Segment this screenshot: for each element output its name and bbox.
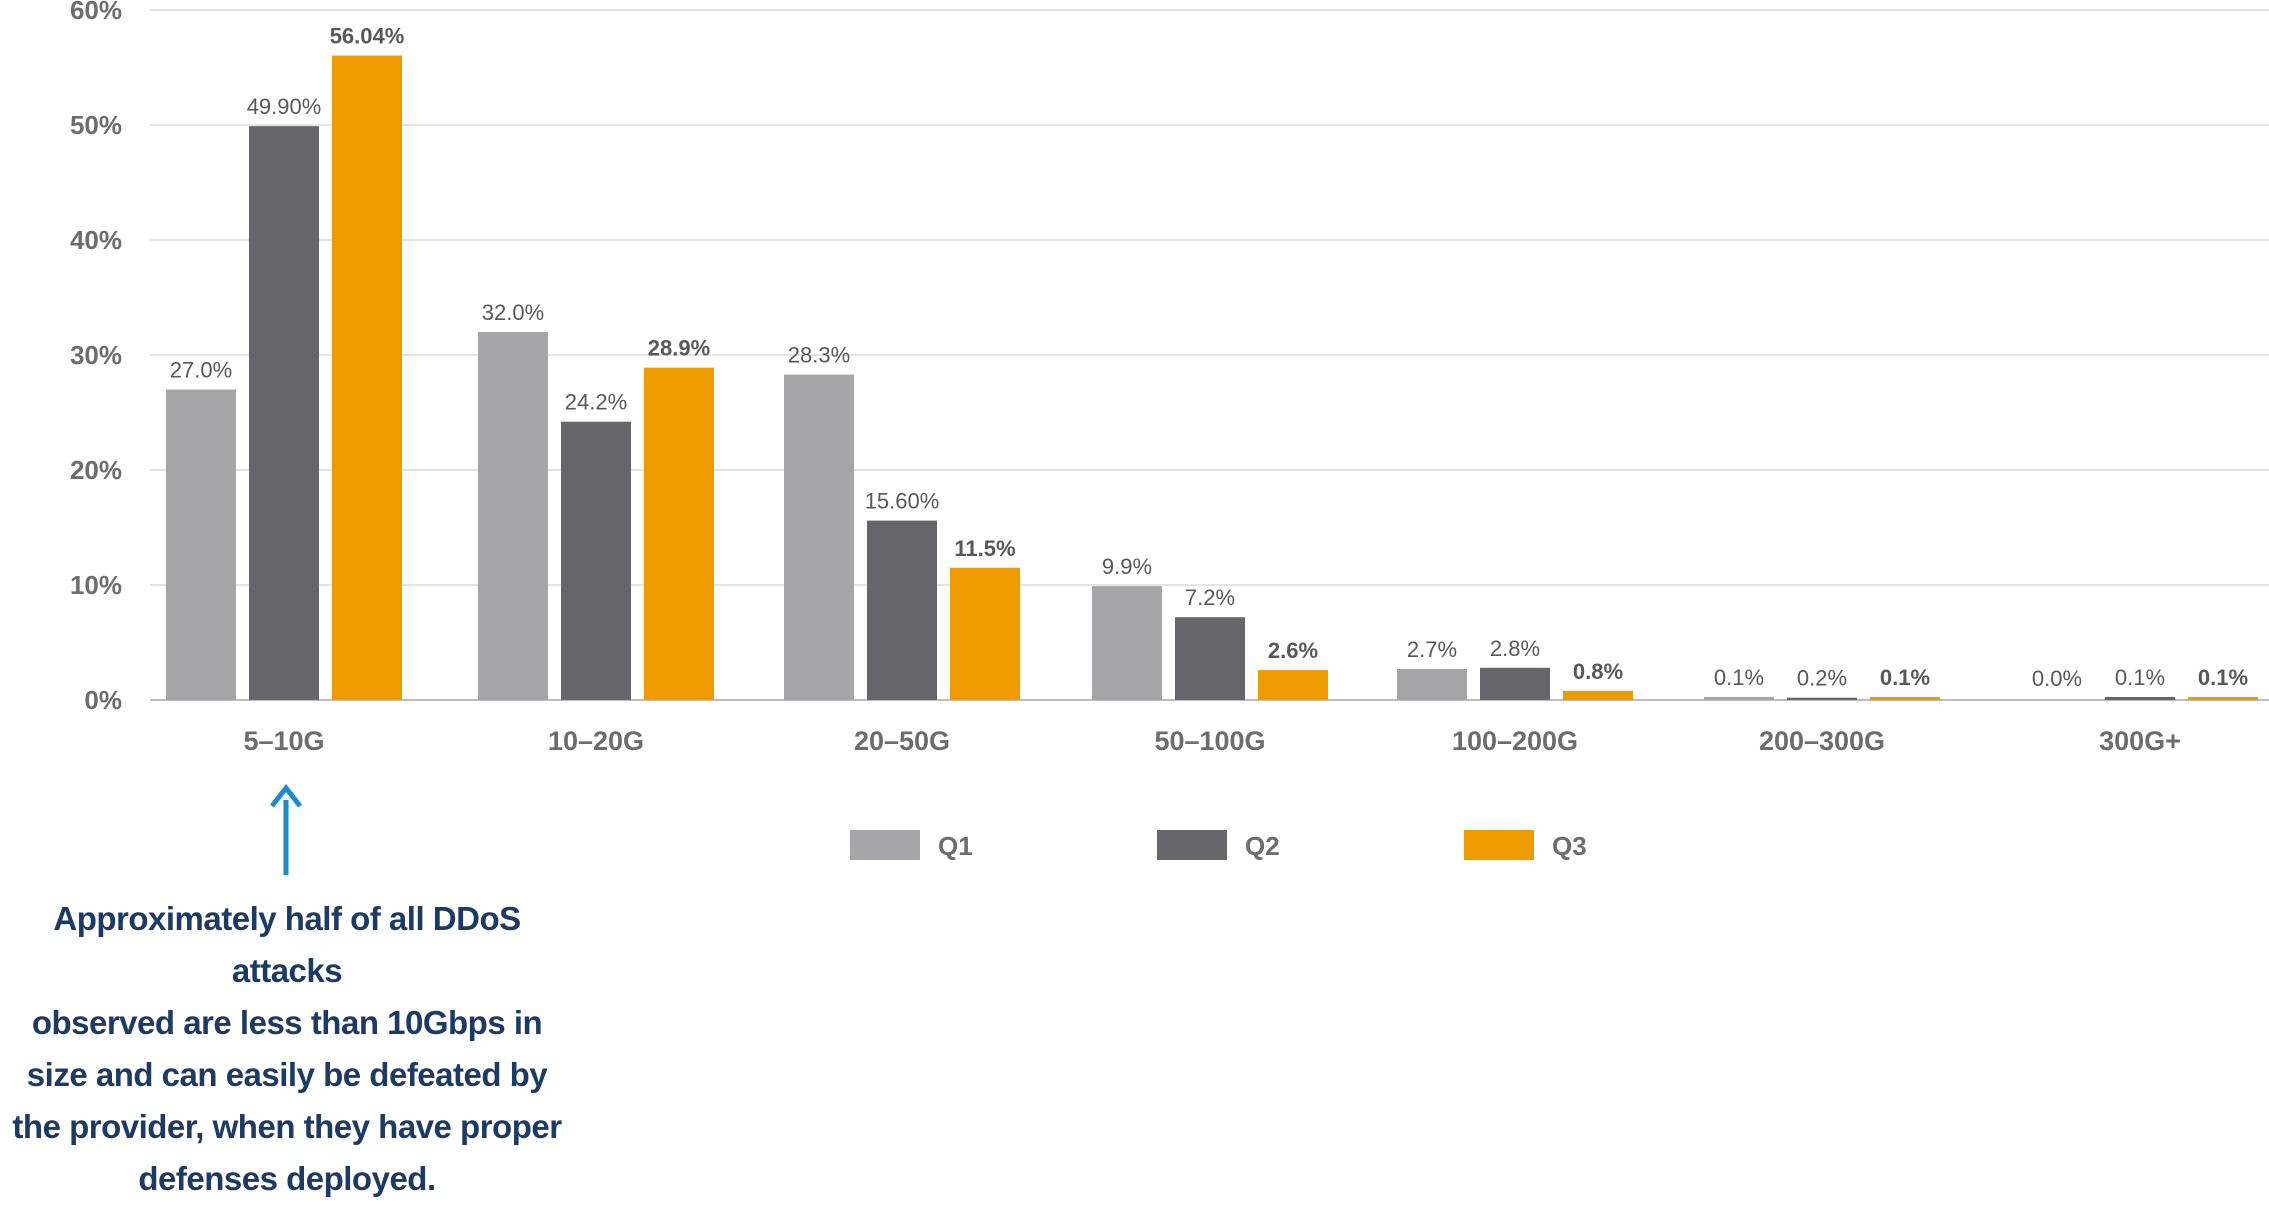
bar-q1 (478, 332, 548, 700)
y-tick-label: 0% (84, 685, 122, 715)
bar-q2 (1480, 667, 1550, 700)
y-tick-label: 50% (70, 110, 122, 140)
data-label: 11.5% (954, 536, 1015, 561)
bar-q3 (2188, 697, 2258, 700)
data-labels: 27.0% 32.0% 28.3% 9.9% 2.7% 0.1% 0.0% 49.90% 24.… (170, 24, 2248, 691)
data-label: 0.2% (1797, 666, 1847, 691)
y-tick-label: 60% (70, 0, 122, 25)
bar-q1 (1092, 586, 1162, 700)
x-tick-label: 10–20G (548, 726, 644, 756)
data-label: 0.1% (1880, 665, 1930, 690)
legend-swatch-q2 (1157, 830, 1227, 860)
bars (166, 55, 2258, 701)
bar-q2 (561, 421, 631, 700)
data-label: 0.1% (2115, 665, 2165, 690)
bar-q3 (1563, 690, 1633, 700)
bar-q1 (1704, 697, 1774, 700)
legend-label: Q2 (1245, 831, 1280, 861)
x-tick-label: 50–100G (1154, 726, 1265, 756)
bar-q2 (2105, 697, 2175, 700)
y-axis-ticks: 0% 10% 20% 30% 40% 50% 60% (70, 0, 122, 715)
x-tick-label: 20–50G (854, 726, 950, 756)
data-label: 0.0% (2032, 666, 2082, 691)
y-tick-label: 20% (70, 455, 122, 485)
legend-label: Q3 (1552, 831, 1587, 861)
bar-q2 (1787, 697, 1857, 700)
legend-swatch-q1 (850, 830, 920, 860)
legend-swatch-q3 (1464, 830, 1534, 860)
data-label: 27.0% (170, 358, 232, 383)
data-label: 9.9% (1102, 554, 1152, 579)
data-label: 15.60% (865, 489, 940, 514)
x-tick-label: 200–300G (1759, 726, 1885, 756)
data-label: 28.3% (788, 343, 850, 368)
arrow-head-icon (270, 783, 302, 808)
annotation-arrow-icon (270, 783, 302, 875)
x-tick-label: 5–10G (243, 726, 324, 756)
bar-q3 (1870, 697, 1940, 700)
bar-q3 (950, 567, 1020, 700)
bar-q3 (332, 55, 402, 701)
y-tick-label: 30% (70, 340, 122, 370)
data-label: 0.1% (1714, 665, 1764, 690)
bar-q1 (784, 374, 854, 700)
bar-q2 (867, 520, 937, 700)
legend: Q1 Q2 Q3 (850, 830, 1587, 861)
data-label: 56.04% (330, 24, 405, 49)
bar-chart: 0% 10% 20% 30% 40% 50% 60% 27.0% 32.0% 28.3% 9.9%… (70, 0, 2269, 875)
data-label: 0.8% (1573, 659, 1623, 684)
bar-q1 (166, 389, 236, 700)
data-label: 49.90% (247, 94, 322, 119)
data-label: 28.9% (648, 336, 710, 361)
bar-q2 (249, 126, 319, 700)
x-tick-label: 300G+ (2099, 726, 2181, 756)
y-tick-label: 10% (70, 570, 122, 600)
bar-q3 (1258, 670, 1328, 700)
x-tick-label: 100–200G (1452, 726, 1578, 756)
data-label: 24.2% (565, 390, 627, 415)
legend-label: Q1 (938, 831, 973, 861)
data-label: 7.2% (1185, 585, 1235, 610)
annotation-text: Approximately half of all DDoS attacks o… (12, 900, 562, 1197)
data-label: 2.7% (1407, 637, 1457, 662)
y-tick-label: 40% (70, 225, 122, 255)
bar-q2 (1175, 617, 1245, 700)
data-label: 2.8% (1490, 636, 1540, 661)
x-axis-categories: 5–10G 10–20G 20–50G 50–100G 100–200G 200–300G… (243, 726, 2180, 756)
bar-q3 (644, 367, 714, 700)
data-label: 0.1% (2198, 665, 2248, 690)
bar-q1 (1397, 668, 1467, 700)
data-label: 32.0% (482, 300, 544, 325)
data-label: 2.6% (1268, 638, 1318, 663)
